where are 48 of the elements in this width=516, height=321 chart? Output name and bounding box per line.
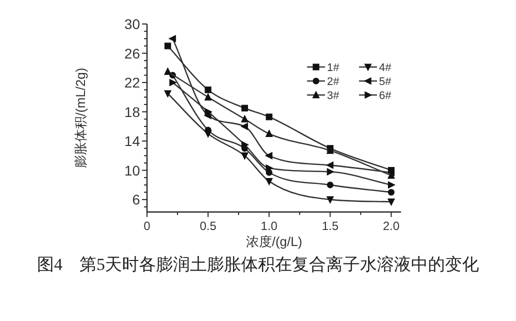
point (265, 129, 273, 138)
point (326, 161, 334, 169)
point (387, 198, 396, 206)
point (326, 196, 334, 204)
caption: 图4 第5天时各膨润土膨胀体积在复合离子水溶液中的变化 (36, 254, 480, 276)
legend-label: 5# (379, 76, 392, 88)
x-tick-label: 1.5 (322, 219, 339, 233)
point (266, 114, 272, 120)
legend-label: 1# (327, 62, 340, 74)
legend-label: 6# (379, 90, 392, 102)
point (164, 42, 172, 50)
y-tick-label: 10 (124, 162, 140, 178)
point (241, 140, 249, 148)
point (204, 86, 212, 94)
point (204, 130, 212, 138)
x-tick-label: 1.0 (260, 219, 278, 233)
point (204, 108, 212, 116)
y-axis-title: 膨胀体积/(mL/2g) (73, 68, 88, 168)
point (240, 122, 248, 130)
point (386, 168, 395, 176)
point (241, 104, 248, 112)
y-tick-label: 18 (124, 104, 140, 120)
point (266, 164, 274, 172)
point (326, 168, 334, 176)
y-tick-label: 14 (124, 133, 140, 150)
legend-label: 2# (327, 76, 340, 88)
y-tick-label: 22 (124, 74, 140, 91)
point (164, 67, 172, 75)
x-axis-title: 浓度/(g/L) (246, 234, 302, 249)
legend-label: 3# (327, 90, 340, 102)
legend-label: 4# (379, 62, 392, 74)
point (168, 34, 176, 42)
y-tick-label: 30 (124, 16, 140, 32)
y-tick-label: 6 (132, 192, 140, 208)
point (240, 114, 248, 122)
point (264, 152, 272, 160)
x-tick-label: 0 (144, 219, 151, 233)
point (388, 181, 396, 189)
point (204, 92, 212, 100)
x-tick-label: 2.0 (382, 219, 400, 233)
point (265, 178, 273, 186)
point (388, 188, 395, 196)
x-tick-label: 0.5 (200, 219, 217, 233)
point (164, 90, 172, 98)
point (326, 182, 334, 188)
point (169, 78, 177, 86)
y-tick-label: 26 (124, 45, 140, 62)
point (240, 152, 248, 160)
